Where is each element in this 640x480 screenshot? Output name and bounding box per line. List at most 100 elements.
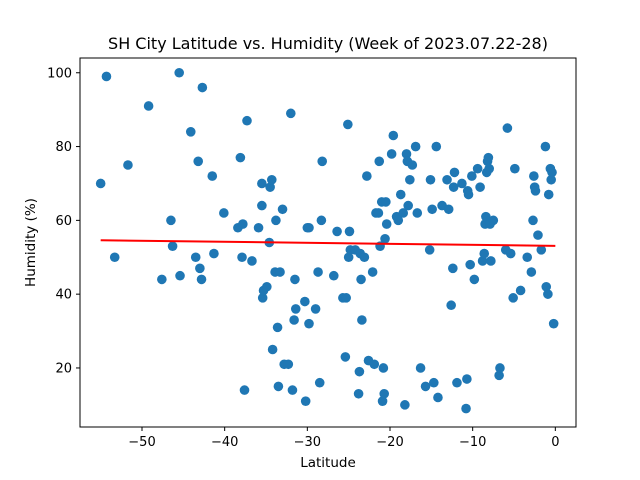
data-point [290, 304, 301, 314]
data-point [446, 300, 456, 311]
data-point [379, 388, 390, 399]
data-point [341, 293, 351, 303]
data-point [462, 374, 472, 384]
data-point [257, 178, 267, 189]
data-point [469, 274, 480, 285]
data-point [484, 163, 495, 174]
data-point [530, 186, 541, 196]
data-point [283, 359, 294, 370]
data-point [143, 101, 154, 111]
data-point [357, 315, 367, 325]
data-point [543, 289, 553, 299]
data-point [271, 215, 281, 226]
y-axis-label: Humidity (%) [23, 198, 39, 287]
x-tick-label: −40 [211, 435, 238, 450]
data-point [190, 252, 201, 263]
y-tick-label: 60 [55, 214, 72, 229]
data-point [548, 318, 559, 329]
data-point [380, 234, 390, 244]
y-tick-label: 80 [55, 140, 72, 155]
data-point [109, 252, 120, 263]
data-point [157, 274, 167, 285]
data-point [289, 315, 299, 325]
data-point [431, 141, 442, 152]
data-point [362, 171, 372, 181]
data-point [343, 119, 353, 130]
data-point [494, 370, 504, 381]
data-point [310, 304, 321, 314]
data-point [448, 263, 458, 274]
data-point [242, 115, 252, 126]
data-point [395, 189, 406, 200]
data-point [388, 130, 399, 141]
data-point [304, 318, 314, 329]
data-point [175, 270, 185, 281]
data-point [401, 149, 412, 159]
data-point [528, 215, 538, 226]
data-point [522, 252, 533, 263]
data-point [219, 208, 229, 218]
data-point [344, 226, 355, 237]
data-point [386, 149, 397, 159]
data-point [486, 256, 496, 266]
data-point [238, 219, 248, 229]
data-point [313, 267, 323, 277]
data-point [367, 267, 378, 277]
data-point [449, 167, 460, 178]
data-point [495, 363, 505, 373]
data-point [505, 248, 516, 259]
regression-line [100, 239, 556, 247]
data-point [510, 163, 520, 174]
data-point [314, 377, 325, 388]
data-point [410, 141, 421, 152]
data-point [381, 197, 391, 207]
data-point [359, 252, 370, 263]
y-tick-label: 100 [47, 66, 72, 81]
data-point [193, 156, 204, 167]
data-point [448, 182, 459, 192]
data-point [304, 222, 314, 233]
data-point [546, 174, 556, 185]
data-point [467, 171, 477, 181]
data-point [356, 274, 366, 285]
data-point [374, 156, 385, 167]
data-point [209, 248, 219, 259]
x-axis-label: Latitude [300, 455, 356, 471]
data-point [196, 274, 207, 285]
data-point [433, 392, 443, 403]
data-point [415, 363, 426, 373]
data-point [354, 366, 365, 377]
data-point [407, 160, 418, 170]
data-point [483, 152, 494, 163]
data-point [275, 267, 285, 277]
data-point [239, 385, 250, 395]
data-point [461, 403, 471, 414]
data-point [465, 259, 475, 270]
data-point [101, 71, 112, 82]
x-tick-label: −50 [128, 435, 155, 450]
data-point [369, 359, 380, 370]
data-point [95, 178, 106, 189]
data-point [253, 222, 264, 233]
data-point [207, 171, 218, 181]
data-point [287, 385, 298, 395]
data-point [442, 174, 452, 185]
data-point [543, 189, 554, 200]
data-point [475, 182, 485, 192]
data-point [265, 182, 275, 192]
data-point [472, 163, 483, 174]
data-point [286, 108, 296, 119]
data-point [398, 208, 409, 218]
data-point [277, 204, 288, 215]
data-point [452, 377, 462, 388]
data-point [400, 400, 410, 410]
data-point [373, 208, 384, 218]
data-point [547, 167, 557, 178]
data-point [266, 174, 277, 185]
x-tick-label: −10 [459, 435, 486, 450]
regression-layer [100, 239, 556, 247]
data-point [267, 344, 278, 355]
x-axis: −50 −40 −30 −20 −10 0 [128, 427, 559, 450]
data-point [536, 245, 547, 255]
